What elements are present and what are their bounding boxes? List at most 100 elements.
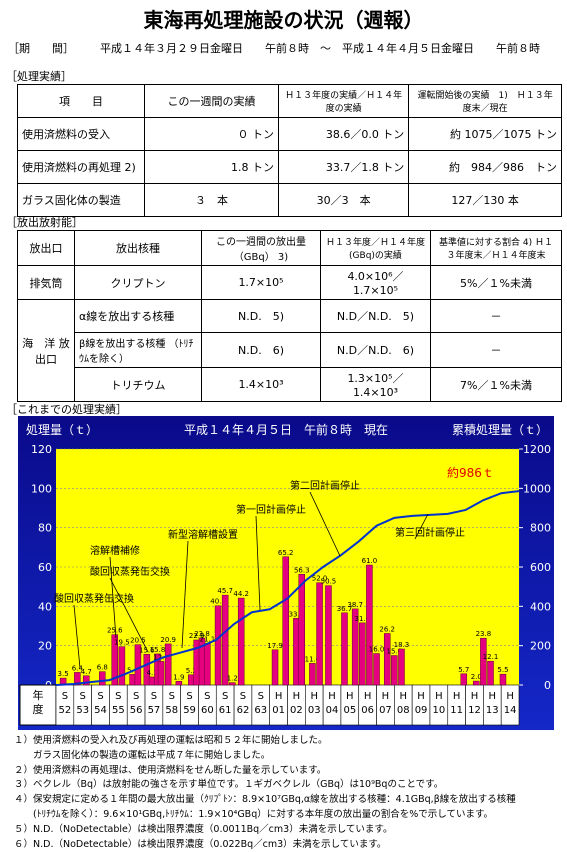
annotation: 第一回計画停止 [236,503,306,516]
value-label: 4.1 [147,669,158,677]
bar [398,648,405,686]
note: ６）N.D.（NoDetectable）は検出限界濃度（0.022Bq／cm3）… [14,838,387,850]
x-category-box [500,684,520,726]
value-label: 50.5 [321,578,337,586]
value-label: 36.7 [337,605,353,613]
x-tick-label: S 54 [94,691,107,716]
value-label: 56.3 [294,566,310,574]
y-tick-label: 60 [38,561,52,574]
value-label: 33.9 [289,610,305,618]
cell: トリチウム [74,367,202,402]
cell: － [430,299,562,333]
header-cell: 基準値に対する割合 4) Ｈ１３年度末／Ｈ１４年度末 [430,230,562,266]
x-tick-label: H 06 [361,691,374,716]
note: ４）保安規定に定める１年間の最大放出量（ｸﾘﾌﾟﾄﾝ：8.9×10⁷GBq,α線… [14,794,516,806]
bar [164,643,172,686]
cell: 1.4×10³ [201,367,321,402]
value-label: 22.9 [189,632,205,640]
annotation-arrow [255,515,261,611]
value-label: 3.5 [58,670,69,678]
bar [351,608,359,686]
value-label: 25.6 [107,627,123,635]
bar [373,653,380,686]
cell: β線を放出する核種 （ﾄﾘﾁｳﾑを除く） [74,332,202,368]
value-label: 17.9 [267,642,283,650]
y2-tick-label: 200 [530,640,551,653]
x-axis-label: 年度 [33,688,44,716]
cell: 4.0×10⁶／1.7×10⁵ [320,265,431,300]
y2-tick-label: 600 [530,561,551,574]
annotation-arrow [414,513,429,540]
y-tick-label: 100 [31,482,52,495]
header-cell: 放出核種 [74,230,202,266]
cell: N.D／N.D. 6) [320,332,431,368]
cell: 海 洋 放出口 [17,299,75,402]
notes: １）使用済燃料の受入れ及び再処理の運転は昭和５２年に開始しました。 ガラス固化体… [14,734,564,852]
y2-tick-label: 1200 [523,443,551,456]
section-title: ［処理実績］ [6,70,72,83]
x-tick-label: H 04 [326,691,339,716]
value-label: 4.7 [81,668,92,676]
annotation: 第三回計画停止 [395,526,465,539]
x-tick-label: H 13 [486,691,499,716]
cell: 使用済燃料の再処理 2) [17,150,145,184]
value-label: 23.8 [194,630,210,638]
cell: ガラス固化体の製造 [17,183,145,217]
annotation: 酸回収蒸発缶交換 [54,592,134,605]
value-label: 21.1 [200,636,216,644]
processing-table: 項 目この一週間の実績 Ｈ１３年度の実績／Ｈ１４年度の実績 運転開始後の実績 1) … [17,84,562,217]
bar [237,597,245,686]
bar [111,634,119,686]
annotation-arrow [181,540,189,649]
bar [143,654,151,686]
value-label: 1.9 [173,673,184,681]
chart: 処理量（ｔ） 平成１４年４月５日 午前８時 現在 累積処理量（ｔ） 0 20 40 6… [18,416,554,730]
note: ５）N.D.（NoDetectable）は検出限界濃度（0.0011Bq／cm3… [14,823,393,835]
cell: 127／130 本 [408,183,562,217]
cell: 33.7／1.8 トン [277,150,410,184]
value-label: 6.8 [97,664,108,672]
y2-tick-label: 1000 [523,482,551,495]
x-tick-label: S 57 [148,691,161,716]
cell: － [430,332,562,368]
cell: 5%／１%未満 [430,265,562,300]
annotation-arrow [73,604,81,669]
x-tick-label: H 02 [290,691,303,716]
bar [473,680,480,686]
value-label: 20.9 [160,636,176,644]
cell: N.D／N.D. 5) [320,299,431,333]
x-tick-label: H 12 [468,691,481,716]
note: ガラス固化体の製造の運転は平成７年に開始しました。 [14,749,271,761]
x-tick-label: H 10 [432,691,445,716]
value-label: 1.2 [227,675,238,683]
y-axis-label: 処理量（ｔ） [26,423,98,437]
header-cell: Ｈ１３年度／Ｈ１４年度(GBq)の実績 [320,230,431,266]
value-label: 6.4 [72,664,84,672]
x-tick-label: S 56 [130,691,143,716]
bar [214,605,222,686]
value-label: 40.3 [210,598,226,606]
x-tick-label: H 11 [450,691,463,716]
value-label: 15.8 [150,646,166,654]
note: (ﾄﾘﾁｳﾑを除く）：9.6×10¹GBq,ﾄﾘﾁｳﾑ：1.9×10⁴GBq）に… [14,808,494,820]
x-tick-label: H 14 [504,691,517,716]
annotation-arrow [309,491,341,557]
cell: 30／3 本 [277,183,410,217]
x-tick-label: H 09 [415,691,428,716]
x-tick-label: S 52 [59,691,72,716]
bar [83,675,90,686]
bar [118,646,126,686]
value-label: 16.0 [369,646,385,654]
bar [487,660,494,686]
x-tick-label: S 63 [254,691,267,716]
x-tick-label: S 58 [165,691,178,716]
bar [499,673,507,686]
cell: 7%／１%未満 [430,367,562,402]
bar [175,681,183,686]
value-label: 18.3 [394,641,410,649]
y2-tick-label: 0 [544,679,551,692]
x-tick-label: H 03 [308,691,321,716]
cell: N.D. 6) [201,332,321,368]
y2-tick-label: 800 [530,522,551,535]
cell: 1.7×10⁵ [201,265,321,300]
